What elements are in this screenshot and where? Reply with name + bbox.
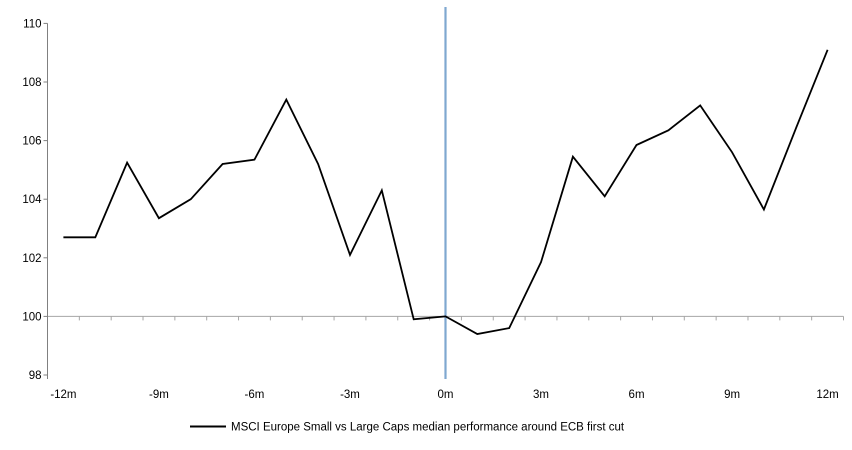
- y-tick-label: 104: [22, 194, 42, 206]
- x-tick-label: -12m: [50, 389, 76, 401]
- legend: MSCI Europe Small vs Large Caps median p…: [190, 422, 625, 434]
- tick-labels-layer: 110 108 106 104 102 100 98 -12m -9m -6m -3m 0m 3m 6m 9…: [22, 18, 838, 401]
- y-tick-label: 106: [22, 136, 41, 148]
- x-tick-label: 12m: [816, 389, 838, 401]
- x-tick-label: 6m: [629, 389, 645, 401]
- y-tick-label: 100: [22, 311, 41, 323]
- y-tick-label: 108: [22, 77, 41, 89]
- y-tick-label: 98: [29, 370, 42, 382]
- y-tick-label: 110: [23, 18, 41, 30]
- performance-line: [63, 49, 829, 335]
- x-tick-label: 0m: [438, 389, 454, 401]
- x-tick-label: 9m: [724, 389, 740, 401]
- y-tick-label: 102: [22, 253, 41, 265]
- axes-layer: [43, 22, 844, 379]
- x-tick-label: 3m: [533, 389, 549, 401]
- legend-label: MSCI Europe Small vs Large Caps median p…: [231, 422, 625, 434]
- x-tick-label: -3m: [340, 389, 360, 401]
- series-layer: [63, 49, 829, 335]
- x-tick-label: -9m: [149, 389, 169, 401]
- x-tick-label: -6m: [245, 389, 265, 401]
